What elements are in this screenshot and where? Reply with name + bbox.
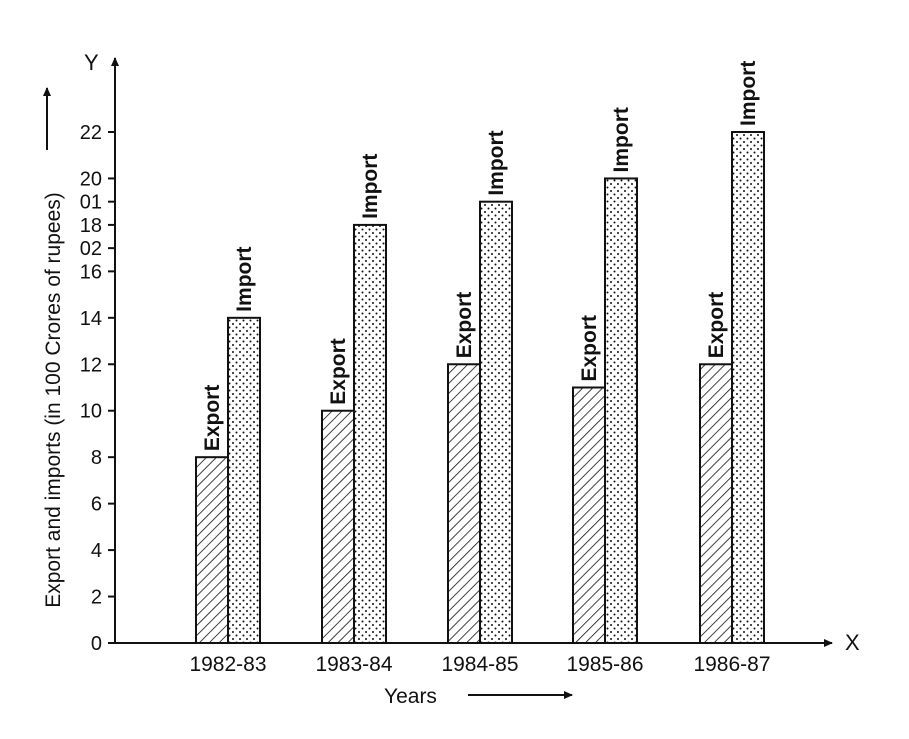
y-tick-label: 10: [80, 401, 102, 423]
bar-label-export: Export: [705, 292, 728, 359]
y-tick-label: 14: [80, 308, 102, 330]
y-tick-label: 4: [91, 540, 102, 562]
y-tick-label: 02: [80, 238, 102, 260]
x-category-label: 1982-83: [189, 653, 266, 676]
y-tick-label: 8: [91, 447, 102, 469]
x-axis-title-group: Years: [384, 685, 573, 708]
y-tick-label: 20: [80, 168, 102, 190]
bar-export-1984-85: [447, 363, 481, 644]
y-axis-letter: Y: [84, 50, 99, 75]
bar-label-import: Import: [610, 107, 633, 172]
bar-import-1984-85: [479, 200, 513, 644]
bar-label-import: Import: [359, 154, 382, 219]
bar-label-export: Export: [201, 385, 224, 452]
category-labels: 1982-83 1983-84 1984-85 1985-86 1986-87: [189, 653, 770, 676]
bar-export-1983-84: [321, 409, 355, 644]
y-tick-label: 16: [80, 261, 102, 283]
bars: Export Import Export Import Export Import Expo…: [195, 61, 765, 644]
bar-export-1982-83: [195, 456, 229, 644]
bar-label-import: Import: [485, 130, 508, 195]
y-tick-label: 01: [80, 192, 102, 214]
bar-import-1986-87: [731, 131, 765, 644]
x-category-label: 1983-84: [315, 653, 392, 676]
bar-import-1985-86: [604, 177, 638, 644]
y-tick-label: 18: [80, 215, 102, 237]
y-tick-label: 12: [80, 354, 102, 376]
bar-label-export: Export: [578, 315, 601, 382]
y-tick-label: 6: [91, 494, 102, 516]
x-axis-letter: X: [845, 630, 860, 655]
bar-label-export: Export: [453, 292, 476, 359]
y-tick-label: 0: [91, 633, 102, 655]
x-axis-title: Years: [384, 685, 437, 708]
x-category-label: 1986-87: [693, 653, 770, 676]
y-axis-title-group: Export and imports (in 100 Crores of rup…: [42, 87, 65, 608]
bar-import-1982-83: [227, 316, 261, 644]
bar-label-import: Import: [233, 246, 256, 311]
y-tick-label: 2: [91, 587, 102, 609]
bar-export-1986-87: [699, 363, 733, 644]
x-category-label: 1984-85: [441, 653, 518, 676]
y-tick-label: 22: [80, 122, 102, 144]
bar-import-1983-84: [353, 223, 387, 644]
x-category-label: 1985-86: [566, 653, 643, 676]
bar-label-import: Import: [737, 61, 760, 126]
bar-label-export: Export: [327, 338, 350, 405]
bar-export-1985-86: [572, 386, 606, 644]
y-axis-title: Export and imports (in 100 Crores of rup…: [42, 192, 65, 608]
